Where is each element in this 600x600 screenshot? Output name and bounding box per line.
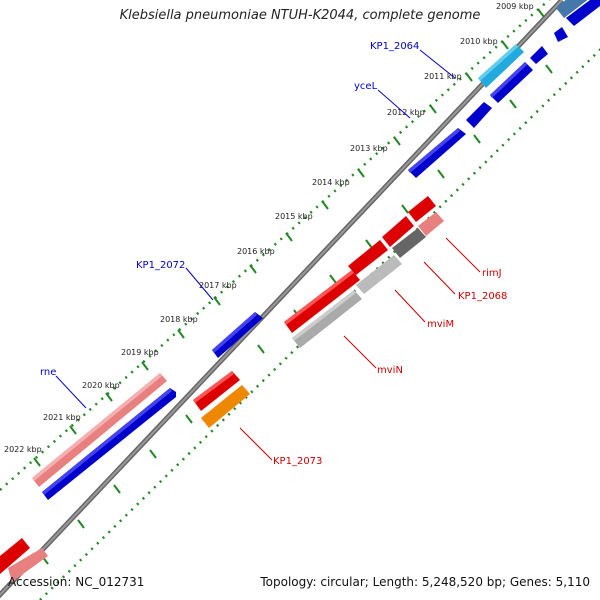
gene-label-rimJ[interactable]: rimJ: [482, 268, 502, 279]
map-title: Klebsiella pneumoniae NTUH-K2044, comple…: [119, 8, 481, 23]
tick-label: 2018 kbp: [160, 315, 198, 324]
gene-labels: KP1_2064 yceL KP1_2072 rne rimJ KP1_2068…: [40, 41, 507, 467]
gene-red-4[interactable]: [408, 196, 436, 222]
gene-small-blue-2[interactable]: [490, 62, 533, 103]
tick-label: 2014 kbp: [312, 178, 350, 187]
tick-labels: 2009 kbp 2010 kbp 2011 kbp 2012 kbp 2013…: [4, 2, 534, 454]
gene-rimJ[interactable]: [418, 212, 444, 236]
tick-label: 2022 kbp: [4, 445, 42, 454]
tick-label: 2019 kbp: [121, 348, 159, 357]
gene-label-KP1_2068[interactable]: KP1_2068: [458, 291, 507, 302]
tick-label: 2012 kbp: [387, 108, 425, 117]
outer-tick-track: [0, 0, 551, 491]
gene-yceL[interactable]: [408, 128, 466, 178]
outer-major-ticks: [33, 8, 545, 467]
gene-small-blue-5[interactable]: [566, 0, 600, 26]
gene-bottom-pink[interactable]: [8, 548, 48, 582]
inner-tick-track: [39, 48, 600, 600]
tick-label: 2020 kbp: [82, 381, 120, 390]
gene-small-blue-4[interactable]: [554, 27, 568, 42]
gene-mviM[interactable]: [356, 255, 402, 294]
gene-mviM-red[interactable]: [348, 240, 388, 275]
gene-KP1_2072[interactable]: [212, 312, 263, 358]
tick-label: 2015 kbp: [275, 212, 313, 221]
tick-label: 2009 kbp: [496, 2, 534, 11]
gene-rne[interactable]: [32, 373, 167, 487]
tick-label: 2013 kbp: [350, 144, 388, 153]
tick-label: 2021 kbp: [43, 413, 81, 422]
topology-text: Topology: circular; Length: 5,248,520 bp…: [260, 575, 590, 589]
tick-label: 2017 kbp: [199, 281, 237, 290]
gene-mviN[interactable]: [292, 290, 362, 348]
gene-steel-top[interactable]: [556, 0, 590, 18]
gene-label-KP1_2073[interactable]: KP1_2073: [273, 456, 322, 467]
label-leaders: [55, 49, 481, 461]
gene-label-KP1_2064[interactable]: KP1_2064: [370, 41, 419, 52]
gene-red-3[interactable]: [382, 216, 414, 247]
accession-text: Accession: NC_012731: [8, 575, 145, 589]
gene-bottom-red[interactable]: [0, 538, 30, 574]
gene-rne-blue[interactable]: [42, 388, 176, 500]
gene-red-left[interactable]: [193, 371, 240, 411]
gene-KP1_2073[interactable]: [201, 385, 250, 428]
gene-label-yceL[interactable]: yceL: [354, 81, 378, 92]
tick-label: 2011 kbp: [424, 72, 462, 81]
tick-label: 2010 kbp: [460, 37, 498, 46]
gene-KP1_2064[interactable]: [478, 44, 524, 88]
gene-mviN-red[interactable]: [284, 270, 360, 333]
gene-label-mviM[interactable]: mviM: [427, 319, 454, 330]
genome-axis-highlight: [0, 0, 563, 597]
gene-KP1_2068[interactable]: [392, 228, 426, 258]
tick-label: 2016 kbp: [237, 247, 275, 256]
gene-label-mviN[interactable]: mviN: [377, 365, 403, 376]
gene-small-blue-1[interactable]: [466, 102, 492, 128]
gene-label-rne[interactable]: rne: [40, 367, 56, 378]
gene-label-KP1_2072[interactable]: KP1_2072: [136, 260, 185, 271]
gene-small-blue-3[interactable]: [530, 46, 548, 64]
